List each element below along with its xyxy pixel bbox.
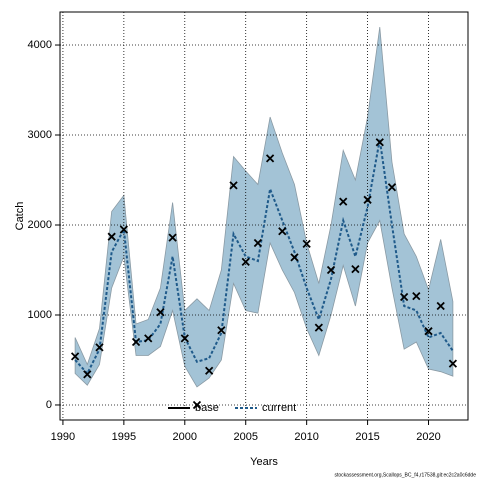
observed-point xyxy=(412,291,421,301)
observed-point xyxy=(95,343,104,352)
observed-point xyxy=(278,227,287,236)
observed-point xyxy=(363,195,372,204)
observed-point xyxy=(351,264,360,274)
observed-point xyxy=(217,326,226,335)
observed-point xyxy=(144,334,153,343)
y-tick-label: 1000 xyxy=(28,309,52,321)
observed-point xyxy=(192,400,202,410)
observed-point xyxy=(241,257,250,267)
observed-point xyxy=(424,327,433,336)
observed-point xyxy=(253,238,263,248)
observed-point xyxy=(119,225,128,234)
observed-point xyxy=(436,301,445,311)
legend-label: current xyxy=(262,402,296,414)
x-tick-label: 2005 xyxy=(233,431,257,443)
observed-point xyxy=(302,239,311,249)
x-tick-label: 1995 xyxy=(112,431,136,443)
current-line xyxy=(74,139,454,376)
observed-point xyxy=(107,232,116,241)
x-tick-label: 1990 xyxy=(51,431,75,443)
observed-point xyxy=(375,138,384,147)
observed-point xyxy=(83,370,92,379)
observed-point xyxy=(168,233,177,242)
observed-point xyxy=(339,197,348,206)
y-tick-label: 2000 xyxy=(28,219,52,231)
observed-point xyxy=(448,359,458,368)
y-tick-label: 0 xyxy=(46,399,52,411)
y-tick-label: 3000 xyxy=(28,129,52,141)
x-tick-label: 2000 xyxy=(173,431,197,443)
observed-point xyxy=(400,292,409,302)
observed-point xyxy=(70,352,80,361)
confidence-band xyxy=(74,26,454,388)
observed-point xyxy=(314,323,323,332)
observed-point xyxy=(290,253,299,262)
y-tick-label: 4000 xyxy=(28,39,52,51)
observed-point xyxy=(326,265,336,275)
observed-point xyxy=(131,337,141,347)
x-tick-label: 2010 xyxy=(294,431,318,443)
legend-label: base xyxy=(195,402,219,414)
x-tick-label: 2020 xyxy=(416,431,440,443)
x-axis-label: Years xyxy=(250,456,278,468)
observed-point xyxy=(387,183,397,192)
observed-point xyxy=(205,366,214,375)
observed-point xyxy=(229,181,238,190)
y-axis-label: Catch xyxy=(14,202,26,231)
observed-point xyxy=(180,334,189,343)
x-tick-label: 2015 xyxy=(355,431,379,443)
observed-point xyxy=(265,154,275,163)
observed-point xyxy=(156,308,165,317)
footnote: stockassessment.org,Scallops_BC_f4,r1753… xyxy=(335,472,477,478)
plot-frame xyxy=(59,11,469,421)
